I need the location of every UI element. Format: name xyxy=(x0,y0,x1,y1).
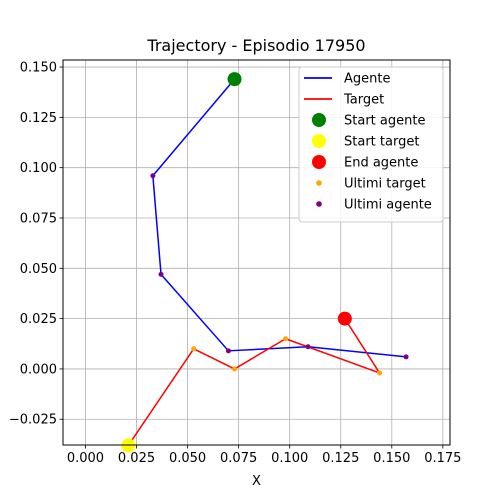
legend-swatch-end-agente xyxy=(312,155,326,169)
plot-frame xyxy=(62,59,451,446)
point-ultimi-target xyxy=(232,366,238,372)
point-ultimi-agente xyxy=(305,344,311,350)
chart-title: Trajectory - Episodio 17950 xyxy=(146,36,365,55)
point-ultimi-agente xyxy=(150,173,156,179)
y-tick-label: 0.125 xyxy=(20,111,57,126)
legend: Agente Target Start agente Start target End … xyxy=(298,66,444,223)
y-tick-label: −0.025 xyxy=(9,413,57,428)
x-axis-label: X xyxy=(252,474,261,489)
legend-label-start-target: Start target xyxy=(344,135,419,150)
x-tick-label: 0.125 xyxy=(322,451,359,466)
x-tick-label: 0.000 xyxy=(67,451,104,466)
legend-label-target: Target xyxy=(343,93,384,108)
point-ultimi-target xyxy=(191,346,197,352)
legend-swatch-ultimi-target xyxy=(316,180,322,186)
legend-label-start-agente: Start agente xyxy=(344,114,425,129)
x-tick-label: 0.175 xyxy=(424,451,461,466)
point-start-agente xyxy=(227,72,242,87)
y-tick-label: 0.150 xyxy=(20,61,57,76)
y-tick-label: 0.100 xyxy=(20,161,57,176)
point-ultimi-target xyxy=(283,336,289,342)
point-ultimi-agente xyxy=(158,271,164,277)
x-tick-label: 0.100 xyxy=(271,451,308,466)
x-tick-label: 0.050 xyxy=(169,451,206,466)
legend-swatch-ultimi-agente xyxy=(316,201,322,207)
legend-swatch-start-agente xyxy=(312,113,326,127)
y-tick-label: 0.075 xyxy=(20,211,57,226)
y-tick-label: 0.025 xyxy=(20,312,57,327)
legend-box xyxy=(298,66,444,223)
point-ultimi-agente xyxy=(225,348,231,354)
series-line-target xyxy=(127,318,381,446)
x-tick-label: 0.025 xyxy=(118,451,155,466)
point-ultimi-agente xyxy=(403,354,409,360)
x-tick-label: 0.150 xyxy=(373,451,410,466)
legend-swatch-start-target xyxy=(312,134,326,148)
point-end-agente xyxy=(337,311,352,326)
x-tick-label: 0.075 xyxy=(220,451,257,466)
y-tick-label: 0.050 xyxy=(20,262,57,277)
legend-label-ultimi-agente: Ultimi agente xyxy=(344,198,432,213)
legend-label-ultimi-target: Ultimi target xyxy=(344,177,426,192)
legend-label-end-agente: End agente xyxy=(344,156,418,171)
y-tick-label: 0.000 xyxy=(20,362,57,377)
point-ultimi-target xyxy=(377,370,383,376)
series-line-agente xyxy=(152,78,407,358)
legend-label-agente: Agente xyxy=(344,72,390,87)
axis-ticks: 0.000 0.025 0.050 0.075 0.100 0.125 0.150 0.175… xyxy=(9,61,462,466)
